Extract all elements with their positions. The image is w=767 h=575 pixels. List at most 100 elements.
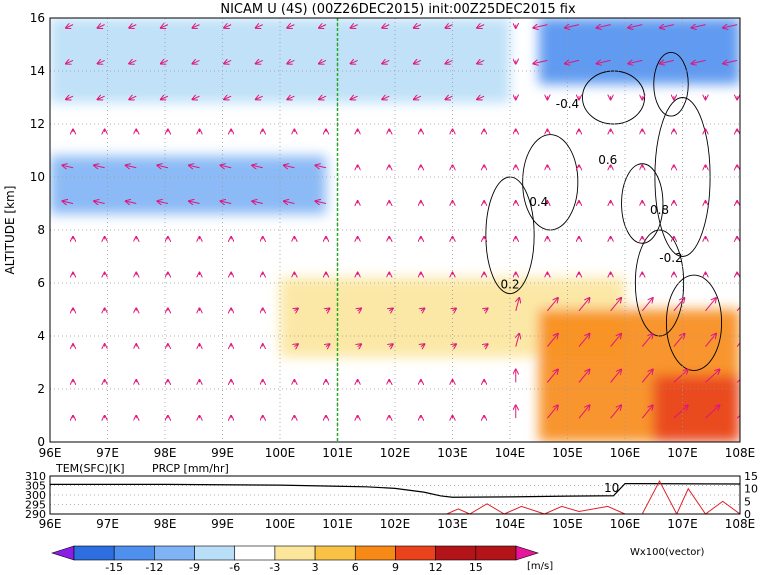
wind-vector (358, 344, 362, 346)
wind-vector (453, 344, 457, 346)
y-tick-labels: 0 2 4 6 8 10 12 14 16 (30, 11, 45, 449)
wind-vector (66, 60, 74, 63)
contour-ellipse (522, 134, 579, 231)
wind-vector (597, 25, 611, 28)
wind-vector (641, 370, 653, 383)
wind-vector (66, 25, 74, 28)
wind-vector (533, 25, 548, 28)
sub-x-tick-label: 97E (96, 517, 119, 531)
wind-vector (252, 201, 263, 203)
colorbar-bin (435, 545, 477, 561)
wind-vector (94, 165, 105, 167)
colorbar-bin (194, 545, 236, 561)
wind-vector (477, 96, 485, 99)
sub-left-tick-label: 295 (25, 499, 46, 512)
wind-vector (382, 96, 390, 99)
wind-vector (224, 60, 232, 63)
wind-vector (66, 96, 74, 99)
wind-vector (193, 25, 200, 28)
sub-x-tick-label: 100E (265, 517, 296, 531)
wind-vector (736, 414, 740, 419)
wind-vector (157, 201, 168, 203)
wind-vector (628, 60, 643, 63)
x-tick-label: 107E (667, 446, 698, 460)
wind-vector (610, 370, 622, 383)
sub-x-tick-label: 104E (495, 517, 526, 531)
colorbar-bin (274, 545, 316, 561)
wind-vector (98, 60, 105, 63)
sub-right-tick-label: 10 (744, 483, 758, 496)
x-tick-label: 101E (322, 446, 353, 460)
sub-x-tick-label: 101E (322, 517, 353, 531)
contour-ellipse (653, 52, 689, 117)
wind-vector (358, 308, 362, 310)
colorbar-tick-label: 9 (392, 561, 399, 574)
y-tick-label: 4 (37, 329, 45, 343)
wind-vector (224, 25, 232, 28)
colorbar-tick-label: -3 (269, 561, 280, 574)
colorbar-tick-label: -6 (229, 561, 240, 574)
wind-vector (287, 60, 295, 63)
contour-label: -0.4 (556, 97, 579, 111)
wind-vector (705, 370, 720, 383)
y-tick-label: 10 (30, 170, 45, 184)
wind-vector (193, 60, 200, 63)
sub-right-tick-label: 15 (744, 470, 758, 483)
y-tick-label: 12 (30, 117, 45, 131)
x-tick-label: 99E (211, 446, 234, 460)
x-tick-label: 105E (552, 446, 583, 460)
colorbar-end-low (51, 545, 75, 561)
contour-label: 0.2 (500, 277, 519, 291)
wind-vector (287, 25, 295, 28)
contour-label: -0.2 (659, 251, 682, 265)
wind-vector (516, 298, 520, 311)
wind-vector (389, 308, 393, 310)
wind-vector (660, 60, 674, 63)
contour-ellipse (621, 163, 664, 244)
colorbar-bin (475, 545, 517, 561)
contour-ellipse (665, 274, 723, 371)
sub-x-tick-labels: 96E 97E 98E 99E 100E 101E 102E 103E 104E 105E 106E… (39, 517, 756, 531)
contour-label: 0.6 (598, 153, 617, 167)
wind-vector (316, 165, 327, 167)
colorbar-tick-label: 12 (429, 561, 443, 574)
wind-vector (578, 298, 590, 312)
wind-vector (414, 25, 422, 28)
wind-vector (578, 405, 590, 419)
colorbar-bin (395, 545, 436, 561)
shaded-region (50, 18, 510, 103)
wind-vector (546, 405, 558, 419)
wind-vector (546, 298, 558, 312)
wind-vector (326, 344, 330, 346)
colorbar-bin (154, 545, 195, 561)
sub-annotation: 10 (604, 481, 619, 495)
wind-vector (673, 370, 688, 383)
sub-left-tick-label: 305 (25, 480, 46, 493)
x-tick-label: 96E (39, 446, 62, 460)
y-tick-label: 8 (37, 223, 45, 237)
wind-vector (641, 298, 653, 312)
colorbar-end-high (515, 545, 539, 561)
wind-vector (477, 60, 485, 63)
wind-vector (256, 96, 263, 99)
sub-x-tick-label: 102E (380, 517, 411, 531)
sub-x-tick-label: 103E (437, 517, 468, 531)
sub-plot-frame (49, 475, 741, 515)
sub-grid-lines (50, 476, 740, 514)
x-tick-label: 103E (437, 446, 468, 460)
contour-label: 0.4 (529, 195, 548, 209)
sub-left-tick-label: 290 (25, 508, 46, 521)
wind-vector (94, 201, 105, 203)
wind-vector (578, 334, 590, 347)
wind-vector (294, 344, 298, 346)
x-tick-label: 104E (495, 446, 526, 460)
wind-vector (224, 96, 232, 99)
sub-x-tick-label: 108E (725, 517, 756, 531)
x-tick-label: 106E (610, 446, 641, 460)
x-tick-label: 97E (96, 446, 119, 460)
wind-vector (453, 308, 457, 310)
sub-x-tick-label: 106E (610, 517, 641, 531)
wind-vector (692, 60, 706, 63)
colorbar-bin (314, 545, 356, 561)
wind-vector (692, 25, 706, 28)
